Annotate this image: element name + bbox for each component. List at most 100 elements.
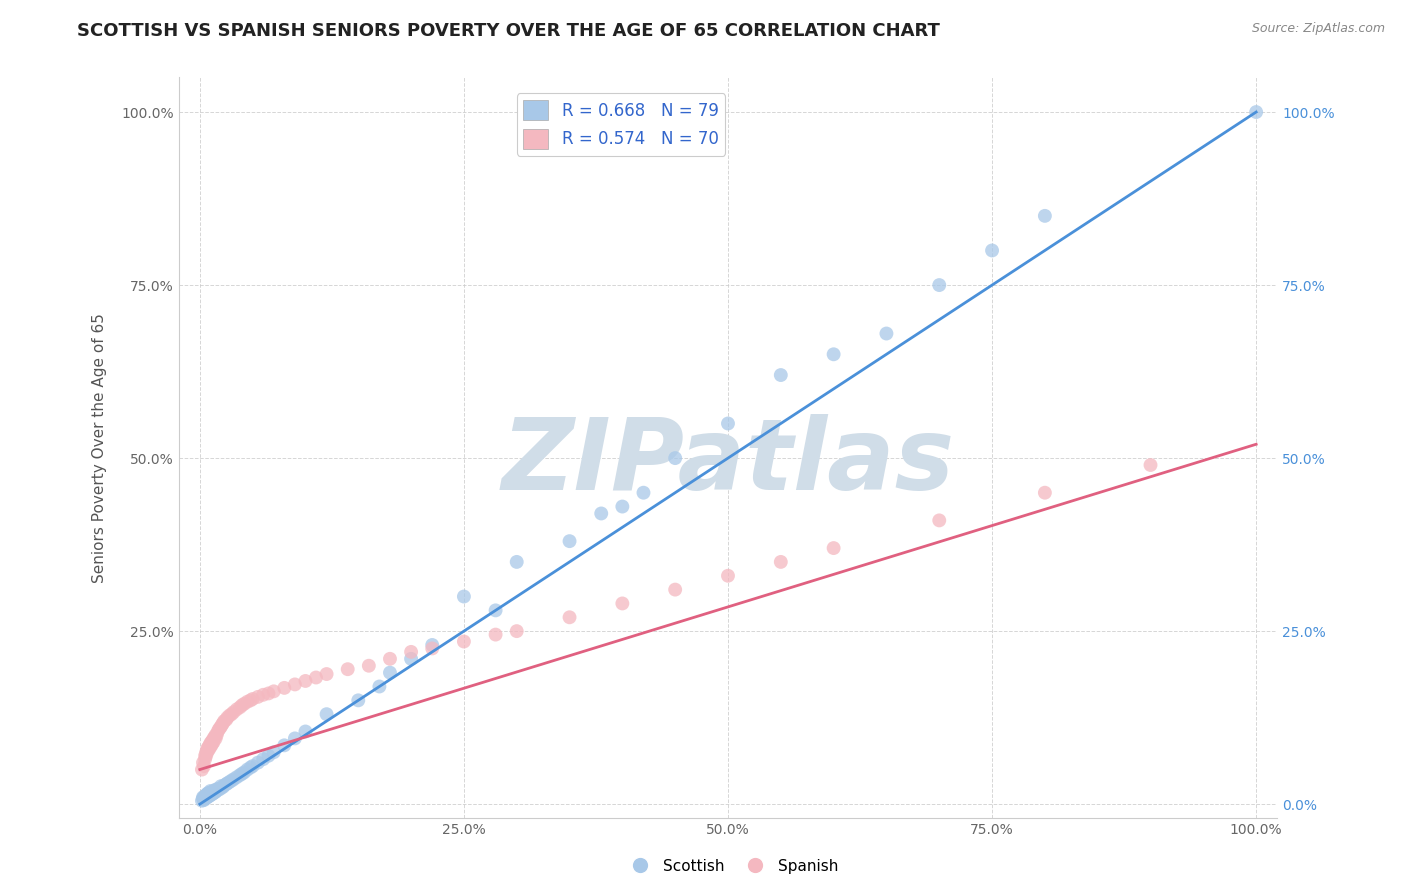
Point [198,739,221,753]
Point [202,735,225,749]
Point [928,513,950,527]
Point [236,763,259,777]
Point [257,686,280,700]
Point [195,745,218,759]
Point [195,748,218,763]
Point [315,667,337,681]
Point [198,741,221,756]
Point [242,692,264,706]
Point [212,780,235,794]
Point [209,779,232,793]
Point [222,705,245,719]
Point [208,721,231,735]
Point [252,688,274,702]
Point [612,500,634,514]
Point [195,788,218,802]
Point [194,791,217,805]
Point [195,790,218,805]
Point [717,568,740,582]
Point [217,711,239,725]
Point [357,658,380,673]
Point [195,741,218,756]
Point [215,777,238,791]
Point [368,680,391,694]
Point [202,784,225,798]
Point [200,784,222,798]
Point [218,708,240,723]
Point [420,641,443,656]
Y-axis label: Seniors Poverty Over the Age of 65: Seniors Poverty Over the Age of 65 [93,313,107,582]
Point [193,759,215,773]
Text: ZIPatlas: ZIPatlas [502,414,955,511]
Point [453,634,475,648]
Point [928,278,950,293]
Point [197,786,219,800]
Point [201,785,224,799]
Point [484,627,506,641]
Point [205,728,228,742]
Point [200,786,222,800]
Point [506,555,529,569]
Point [347,693,370,707]
Point [769,555,792,569]
Point [506,624,529,639]
Point [194,789,217,803]
Point [191,763,214,777]
Point [453,590,475,604]
Point [294,673,316,688]
Point [208,782,231,797]
Point [202,731,225,746]
Point [191,756,214,770]
Point [204,785,226,799]
Point [209,720,232,734]
Point [717,417,740,431]
Point [484,603,506,617]
Point [200,785,222,799]
Point [194,752,217,766]
Point [202,786,225,800]
Point [194,748,217,763]
Point [229,700,252,714]
Point [201,733,224,747]
Point [399,652,422,666]
Point [294,724,316,739]
Point [239,760,262,774]
Point [875,326,897,341]
Point [208,723,231,737]
Point [233,697,256,711]
Point [211,717,233,731]
Point [769,368,792,382]
Point [263,745,285,759]
Point [273,739,295,753]
Point [273,681,295,695]
Point [336,662,359,676]
Point [233,765,256,780]
Point [200,739,222,753]
Point [200,788,222,802]
Point [194,790,217,805]
Point [218,775,240,789]
Point [378,665,401,680]
Point [284,677,307,691]
Point [197,743,219,757]
Point [201,736,224,750]
Point [197,740,219,755]
Point [664,582,686,597]
Point [204,730,226,744]
Point [197,788,219,802]
Point [242,759,264,773]
Point [209,781,232,796]
Point [284,731,307,746]
Point [315,707,337,722]
Point [191,791,214,805]
Point [420,638,443,652]
Point [558,610,581,624]
Point [558,534,581,549]
Point [222,772,245,787]
Point [204,782,226,797]
Point [246,690,269,704]
Point [225,702,247,716]
Point [204,785,226,799]
Point [591,507,613,521]
Point [195,789,218,803]
